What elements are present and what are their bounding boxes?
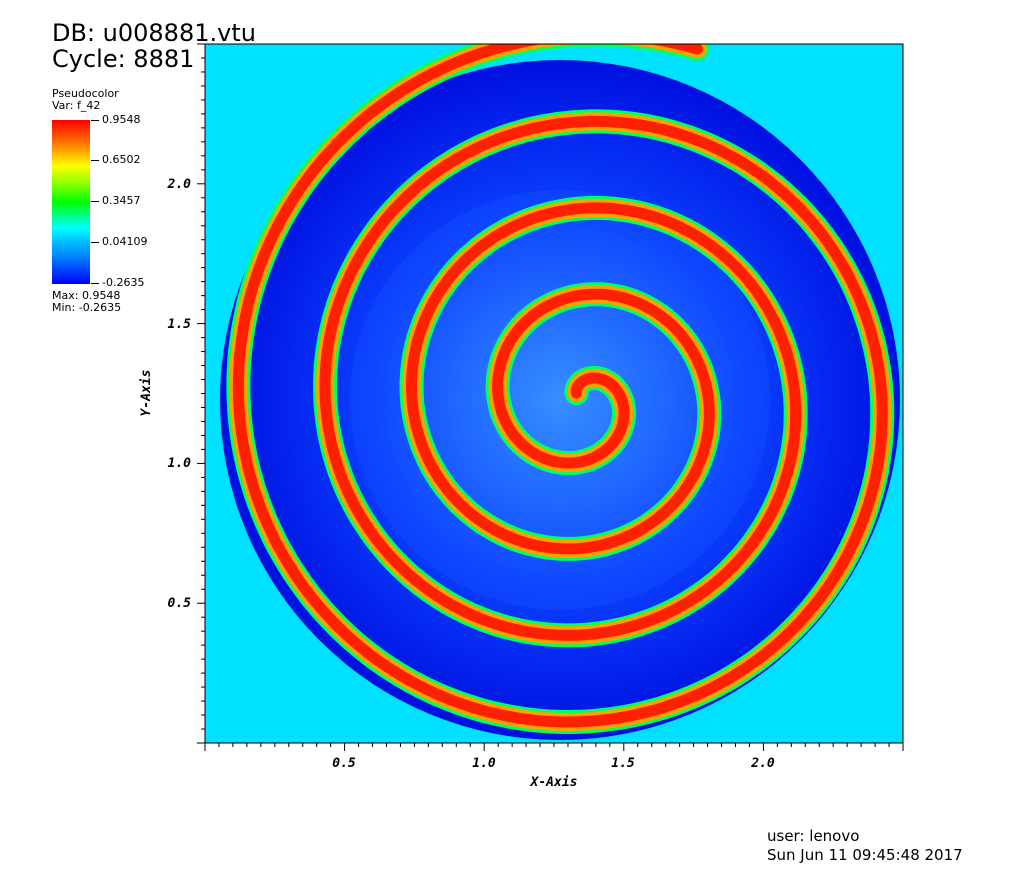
legend-min: Min: -0.2635	[52, 301, 122, 314]
colorbar-label: 0.3457	[102, 194, 141, 207]
spiral-field	[205, 44, 903, 743]
colorbar-label-max: 0.9548	[102, 113, 141, 126]
database-title: DB: u008881.vtu	[52, 19, 256, 47]
x-axis-title: X-Axis	[530, 775, 578, 790]
colorbar-label-min: -0.2635	[102, 276, 145, 289]
x-tick-label: 1.5	[611, 756, 635, 771]
timestamp-label: Sun Jun 11 09:45:48 2017	[767, 846, 963, 864]
user-label: user: lenovo	[767, 827, 860, 845]
colorbar-tick	[91, 201, 99, 202]
y-tick-label: 0.5	[168, 596, 192, 611]
minor-ticks	[197, 43, 904, 751]
legend-max: Max: 0.9548	[52, 289, 121, 302]
colorbar-label: 0.04109	[102, 235, 148, 248]
x-tick-label: 1.0	[472, 756, 496, 771]
colorbar-label: 0.6502	[102, 153, 141, 166]
colorbar-tick	[91, 242, 99, 243]
spiral-wave	[232, 44, 888, 728]
legend-title: Pseudocolor	[52, 87, 119, 100]
x-tick-label: 2.0	[750, 756, 775, 771]
colorbar-tick	[91, 283, 99, 284]
cycle-label: Cycle: 8881	[52, 45, 195, 73]
colorbar	[52, 120, 90, 284]
y-axis-title: Y-Axis	[139, 370, 154, 417]
colorbar-tick	[91, 120, 99, 121]
legend-variable: Var: f_42	[52, 99, 101, 112]
x-tick-label: 0.5	[332, 756, 356, 771]
y-tick-label: 2.0	[167, 177, 192, 192]
y-tick-label: 1.0	[168, 456, 192, 471]
colorbar-tick	[91, 160, 99, 161]
y-tick-label: 1.5	[168, 317, 192, 332]
